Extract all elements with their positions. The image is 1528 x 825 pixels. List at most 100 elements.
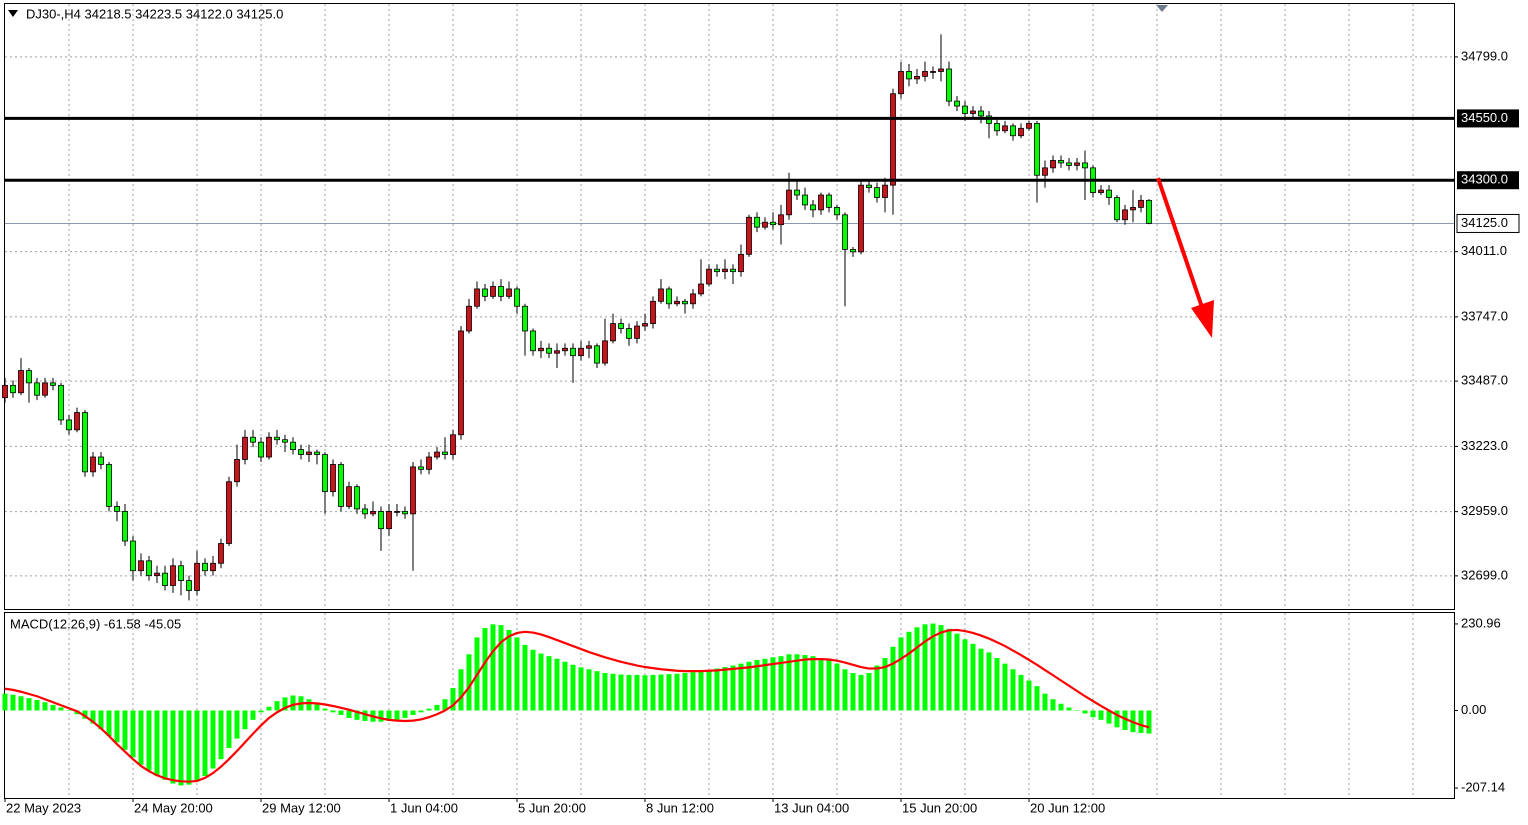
macd-bar <box>90 710 96 724</box>
candle-body <box>834 206 840 216</box>
candle-body <box>762 221 768 228</box>
macd-bar <box>402 710 408 718</box>
candle-body <box>258 441 264 458</box>
candle-body <box>34 382 40 396</box>
candle-body <box>618 323 624 329</box>
macd-bar <box>586 669 592 711</box>
candle-body <box>458 330 464 436</box>
menu-triangle[interactable] <box>8 10 18 17</box>
macd-bar <box>274 701 280 711</box>
macd-bar <box>1018 674 1024 711</box>
candle-body <box>538 347 544 352</box>
candle-body <box>778 214 784 226</box>
macd-bar <box>1146 710 1152 734</box>
candle-body <box>170 565 176 586</box>
candle-body <box>218 543 224 564</box>
candle-body <box>698 283 704 295</box>
macd-bar <box>778 656 784 711</box>
candle-body <box>586 345 592 349</box>
macd-bar <box>170 710 176 784</box>
trend-arrow <box>1156 177 1214 338</box>
candle-body <box>10 384 16 394</box>
candle-body <box>186 580 192 591</box>
candle-body <box>290 441 296 450</box>
candle-body <box>74 412 80 431</box>
candle-body <box>642 323 648 327</box>
candle-body <box>906 71 912 80</box>
macd-bar <box>26 698 32 711</box>
macd-bar <box>522 644 528 711</box>
macd-bar <box>1042 693 1048 711</box>
macd-bar <box>602 673 608 711</box>
candle-body <box>122 510 128 542</box>
macd-title: MACD(12,26,9) -61.58 -45.05 <box>10 616 181 631</box>
macd-bar <box>434 704 440 711</box>
current-price-box <box>1456 213 1520 233</box>
macd-bar <box>610 673 616 711</box>
macd-bar <box>738 663 744 711</box>
macd-bar <box>1138 710 1144 733</box>
candle-body <box>746 216 752 255</box>
candle-body <box>810 204 816 211</box>
candle-body <box>882 184 888 198</box>
candle-body <box>770 221 776 226</box>
candle-body <box>450 434 456 455</box>
candle-body <box>1042 167 1048 176</box>
candle-body <box>370 510 376 515</box>
macd-bar <box>850 673 856 711</box>
candle-body <box>306 451 312 455</box>
macd-bar <box>930 623 936 711</box>
candle-body <box>506 288 512 297</box>
candle-body <box>874 187 880 198</box>
candle-body <box>914 76 920 80</box>
candle-body <box>178 565 184 581</box>
candle-body <box>1146 199 1152 224</box>
macd-bar <box>730 665 736 711</box>
macd-bar <box>866 673 872 711</box>
x-tick-label: 5 Jun 20:00 <box>518 800 586 815</box>
current-price-label: 34125.0 <box>1461 215 1508 230</box>
macd-bar <box>1058 703 1064 711</box>
macd-bar <box>834 663 840 711</box>
candle-body <box>666 288 672 305</box>
candle-body <box>234 459 240 483</box>
candle-body <box>274 436 280 441</box>
macd-bar <box>882 658 888 711</box>
candle-body <box>898 71 904 95</box>
macd-bar <box>234 710 240 739</box>
macd-bar <box>1074 710 1080 711</box>
macd-bar <box>410 710 416 715</box>
macd-bar <box>562 661 568 711</box>
x-tick-label: 29 May 12:00 <box>262 800 341 815</box>
macd-bar <box>194 710 200 782</box>
candle-body <box>322 454 328 493</box>
macd-bar <box>442 699 448 711</box>
candle-body <box>474 288 480 307</box>
macd-bar <box>714 668 720 711</box>
candle-body <box>194 562 200 591</box>
y-tick-label: 32699.0 <box>1461 567 1508 582</box>
candle-body <box>626 328 632 339</box>
macd-bar <box>466 654 472 711</box>
candle-body <box>58 384 64 421</box>
candle-body <box>1130 206 1136 211</box>
macd-bar <box>970 643 976 711</box>
candle-body <box>242 436 248 460</box>
macd-bar <box>66 710 72 711</box>
candle-body <box>794 189 800 196</box>
macd-bar <box>330 710 336 713</box>
price-panel <box>4 3 1455 610</box>
candle-body <box>346 486 352 507</box>
macd-bar <box>178 710 184 786</box>
macd-bar <box>810 656 816 711</box>
candle-body <box>354 486 360 510</box>
candle-body <box>338 464 344 507</box>
macd-bar <box>546 656 552 711</box>
macd-bar <box>202 710 208 777</box>
macd-bar <box>754 659 760 711</box>
macd-bar <box>650 674 656 711</box>
macd-bar <box>938 625 944 711</box>
candle-body <box>514 288 520 307</box>
macd-bar <box>786 654 792 711</box>
candle-body <box>890 93 896 186</box>
